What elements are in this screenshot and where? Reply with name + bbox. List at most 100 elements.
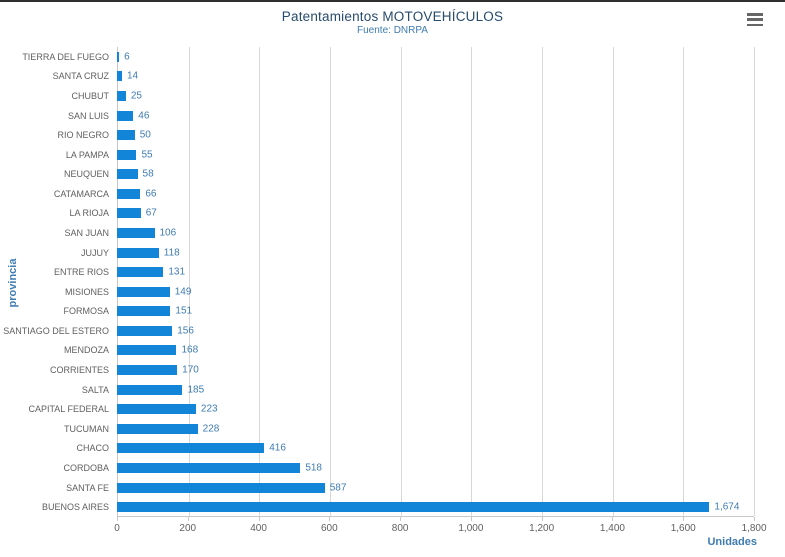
bar[interactable] [117,130,135,141]
gridline [612,47,614,516]
category-label: CHUBUT [71,90,110,101]
value-label: 50 [139,129,151,141]
category-label: FORMOSA [63,306,109,317]
bar[interactable] [117,462,301,473]
bar[interactable] [117,71,122,82]
bar-row: CORDOBA 518 [0,458,754,478]
bar-zone: 1,674 [117,497,754,517]
plot-area [117,47,755,517]
bar[interactable] [117,90,126,101]
x-axis-tick [683,517,685,521]
x-axis-tick-label: 400 [250,523,267,534]
bar-row: RIO NEGRO 50 [0,125,754,145]
bar[interactable] [117,306,171,317]
bar[interactable] [117,502,710,513]
value-label: 151 [175,305,193,317]
bar-zone: 131 [117,262,754,282]
x-axis-tick [329,517,331,521]
bar-zone: 518 [117,458,754,478]
category-label: CHACO [76,443,109,454]
bar[interactable] [117,423,198,434]
gridline [259,47,261,516]
value-label: 106 [159,227,177,239]
category-label: CATAMARCA [53,188,109,199]
value-label: 131 [168,266,186,278]
bar-row: MISIONES 149 [0,282,754,302]
x-axis-tick-label: 1,200 [529,523,555,534]
bar[interactable] [117,345,177,356]
category-label: TIERRA DEL FUEGO [22,51,109,62]
bar-row: SANTA FE 587 [0,478,754,498]
gridline [754,47,755,516]
value-label: 149 [174,286,192,298]
category-label: CAPITAL FEDERAL [28,404,109,415]
bar-row: TUCUMAN 228 [0,419,754,439]
x-axis-title: Unidades [707,536,757,548]
hamburger-icon [747,13,763,16]
bar-row: BUENOS AIRES 1,674 [0,497,754,517]
bar-row: FORMOSA 151 [0,302,754,322]
x-axis-tick-label: 1,600 [670,523,696,534]
x-axis-tick-label: 200 [179,523,197,534]
bar-row: JUJUY 118 [0,243,754,263]
value-label: 6 [124,51,130,63]
bar[interactable] [117,51,120,62]
x-axis-tick [541,517,543,521]
bar-zone: 151 [117,302,754,322]
bar-zone: 25 [117,86,754,106]
hamburger-icon [747,23,763,26]
bar-row: CAPITAL FEDERAL 223 [0,399,754,419]
bar-zone: 55 [117,145,754,165]
bar-zone: 416 [117,439,754,459]
bar[interactable] [117,286,170,297]
chart-subtitle: Fuente: DNRPA [357,25,428,36]
bar-zone: 50 [117,125,754,145]
bar[interactable] [117,404,196,415]
bar-row: CATAMARCA 66 [0,184,754,204]
bar[interactable] [117,267,164,278]
bar[interactable] [117,482,325,493]
export-menu-button[interactable] [747,13,763,26]
category-label: SANTIAGO DEL ESTERO [3,325,109,336]
value-label: 170 [182,364,199,376]
x-axis-tick [187,517,189,521]
bar[interactable] [117,188,141,199]
value-label: 156 [177,325,194,337]
value-label: 58 [142,168,154,180]
bar[interactable] [117,443,265,454]
value-label: 223 [200,403,218,415]
category-label: SAN LUIS [67,110,109,121]
bar[interactable] [117,325,173,336]
bar[interactable] [117,365,178,376]
bar-zone: 67 [117,204,754,224]
bar-zone: 149 [117,282,754,302]
bar-row: ENTRE RIOS 131 [0,262,754,282]
bar-zone: 228 [117,419,754,439]
value-label: 67 [145,207,157,219]
bar-zone: 14 [117,67,754,87]
bar-zone: 587 [117,478,754,498]
bar[interactable] [117,208,141,219]
category-label: SAN JUAN [64,227,109,238]
x-axis-tick [117,517,118,521]
bar-zone: 156 [117,321,754,341]
bar-zone: 46 [117,106,754,126]
bar-zone: 223 [117,399,754,419]
bar[interactable] [117,149,137,160]
bar[interactable] [117,110,134,121]
x-axis-tick [470,517,472,521]
bar[interactable] [117,247,159,258]
bar-zone: 170 [117,360,754,380]
bar-rows: TIERRA DEL FUEGO 6 SANTA CRUZ 14 CHUBUT 25 SAN… [0,47,754,517]
bar[interactable] [117,384,183,395]
bar-row: SANTIAGO DEL ESTERO 156 [0,321,754,341]
value-label: 14 [126,70,139,82]
bar-row: CORRIENTES 170 [0,360,754,380]
bar[interactable] [117,169,138,180]
x-axis-tick [612,517,614,521]
x-axis-tick [258,517,260,521]
category-label: MISIONES [64,286,109,297]
bar[interactable] [117,227,155,238]
bar-row: LA PAMPA 55 [0,145,754,165]
